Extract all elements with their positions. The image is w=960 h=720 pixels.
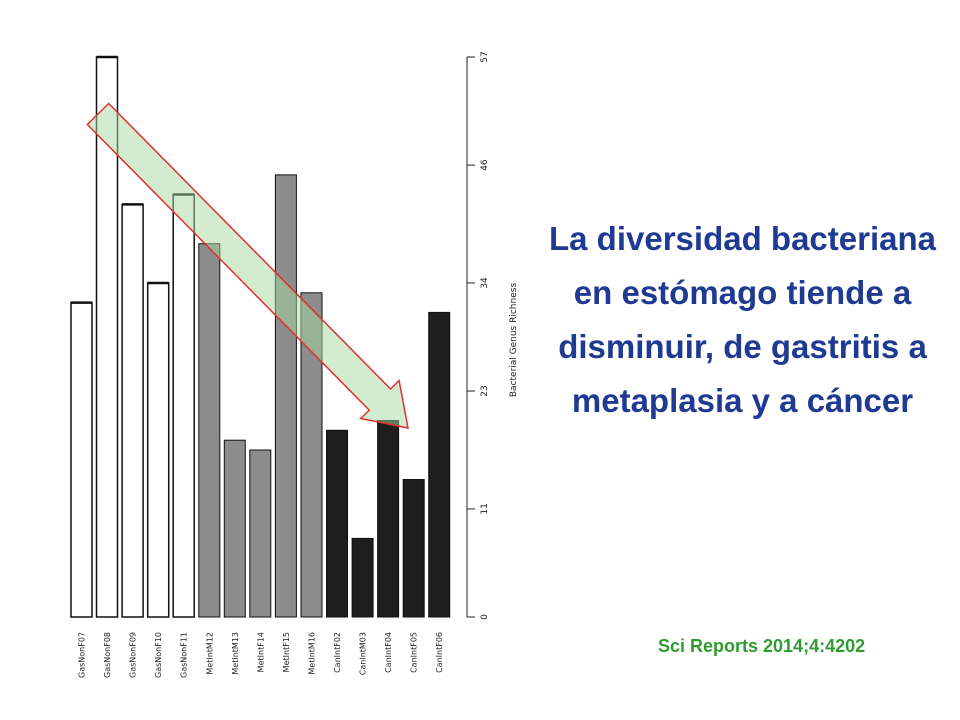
headline: La diversidad bacteriana en estómago tie… <box>549 220 936 419</box>
bars-layer <box>70 55 451 618</box>
bar-CanIntM03 <box>351 537 374 618</box>
bar-CanIntF06 <box>428 311 451 618</box>
bar-CanIntF04 <box>377 420 400 618</box>
category-label-CanIntF05: CanIntF05 <box>410 632 419 673</box>
trend-arrow-shape <box>86 102 409 429</box>
bar-GasNonF11 <box>172 193 195 618</box>
y-tick-label-46: 46 <box>480 159 490 171</box>
category-label-CanIntM03: CanIntM03 <box>359 632 368 675</box>
bar-MetIntM13 <box>223 439 246 618</box>
y-axis: 0 11 23 34 46 57 <box>466 51 490 620</box>
category-label-GasNonF07: GasNonF07 <box>78 632 87 678</box>
category-labels: GasNonF07 GasNonF08 GasNonF09 GasNonF10 GasN… <box>78 632 445 678</box>
bar-MetIntF14 <box>249 449 272 618</box>
category-label-GasNonF09: GasNonF09 <box>129 632 138 678</box>
trend-arrow <box>86 102 409 429</box>
y-tick-label-57: 57 <box>480 51 490 62</box>
y-tick-label-34: 34 <box>480 277 490 289</box>
y-tick-label-0: 0 <box>480 614 490 620</box>
bar-MetIntF15 <box>274 174 297 618</box>
bar-CanIntF02 <box>326 429 348 618</box>
citation: Sci Reports 2014;4:4202 <box>658 636 866 656</box>
category-label-GasNonF11: GasNonF11 <box>180 632 189 678</box>
bar-GasNonF10 <box>146 282 170 618</box>
category-label-CanIntF02: CanIntF02 <box>333 632 342 673</box>
bar-MetIntM12 <box>198 243 221 618</box>
bar-GasNonF07 <box>70 301 93 618</box>
y-tick-label-11: 11 <box>480 503 490 514</box>
y-axis-label: Bacterial Genus Richness <box>509 283 519 398</box>
category-label-MetIntF15: MetIntF15 <box>282 632 291 672</box>
category-label-MetIntF14: MetIntF14 <box>256 632 265 672</box>
category-label-GasNonF10: GasNonF10 <box>154 632 163 678</box>
category-label-CanIntF04: CanIntF04 <box>384 632 393 673</box>
category-label-CanIntF06: CanIntF06 <box>435 632 444 673</box>
bar-MetIntM16 <box>300 292 323 618</box>
category-label-GasNonF08: GasNonF08 <box>103 632 112 678</box>
bar-CanIntF05 <box>402 479 425 618</box>
category-label-MetIntM12: MetIntM12 <box>205 632 214 675</box>
category-label-MetIntM16: MetIntM16 <box>308 632 317 675</box>
bar-GasNonF09 <box>121 203 144 618</box>
category-label-MetIntM13: MetIntM13 <box>231 632 240 675</box>
y-tick-label-23: 23 <box>480 385 490 396</box>
